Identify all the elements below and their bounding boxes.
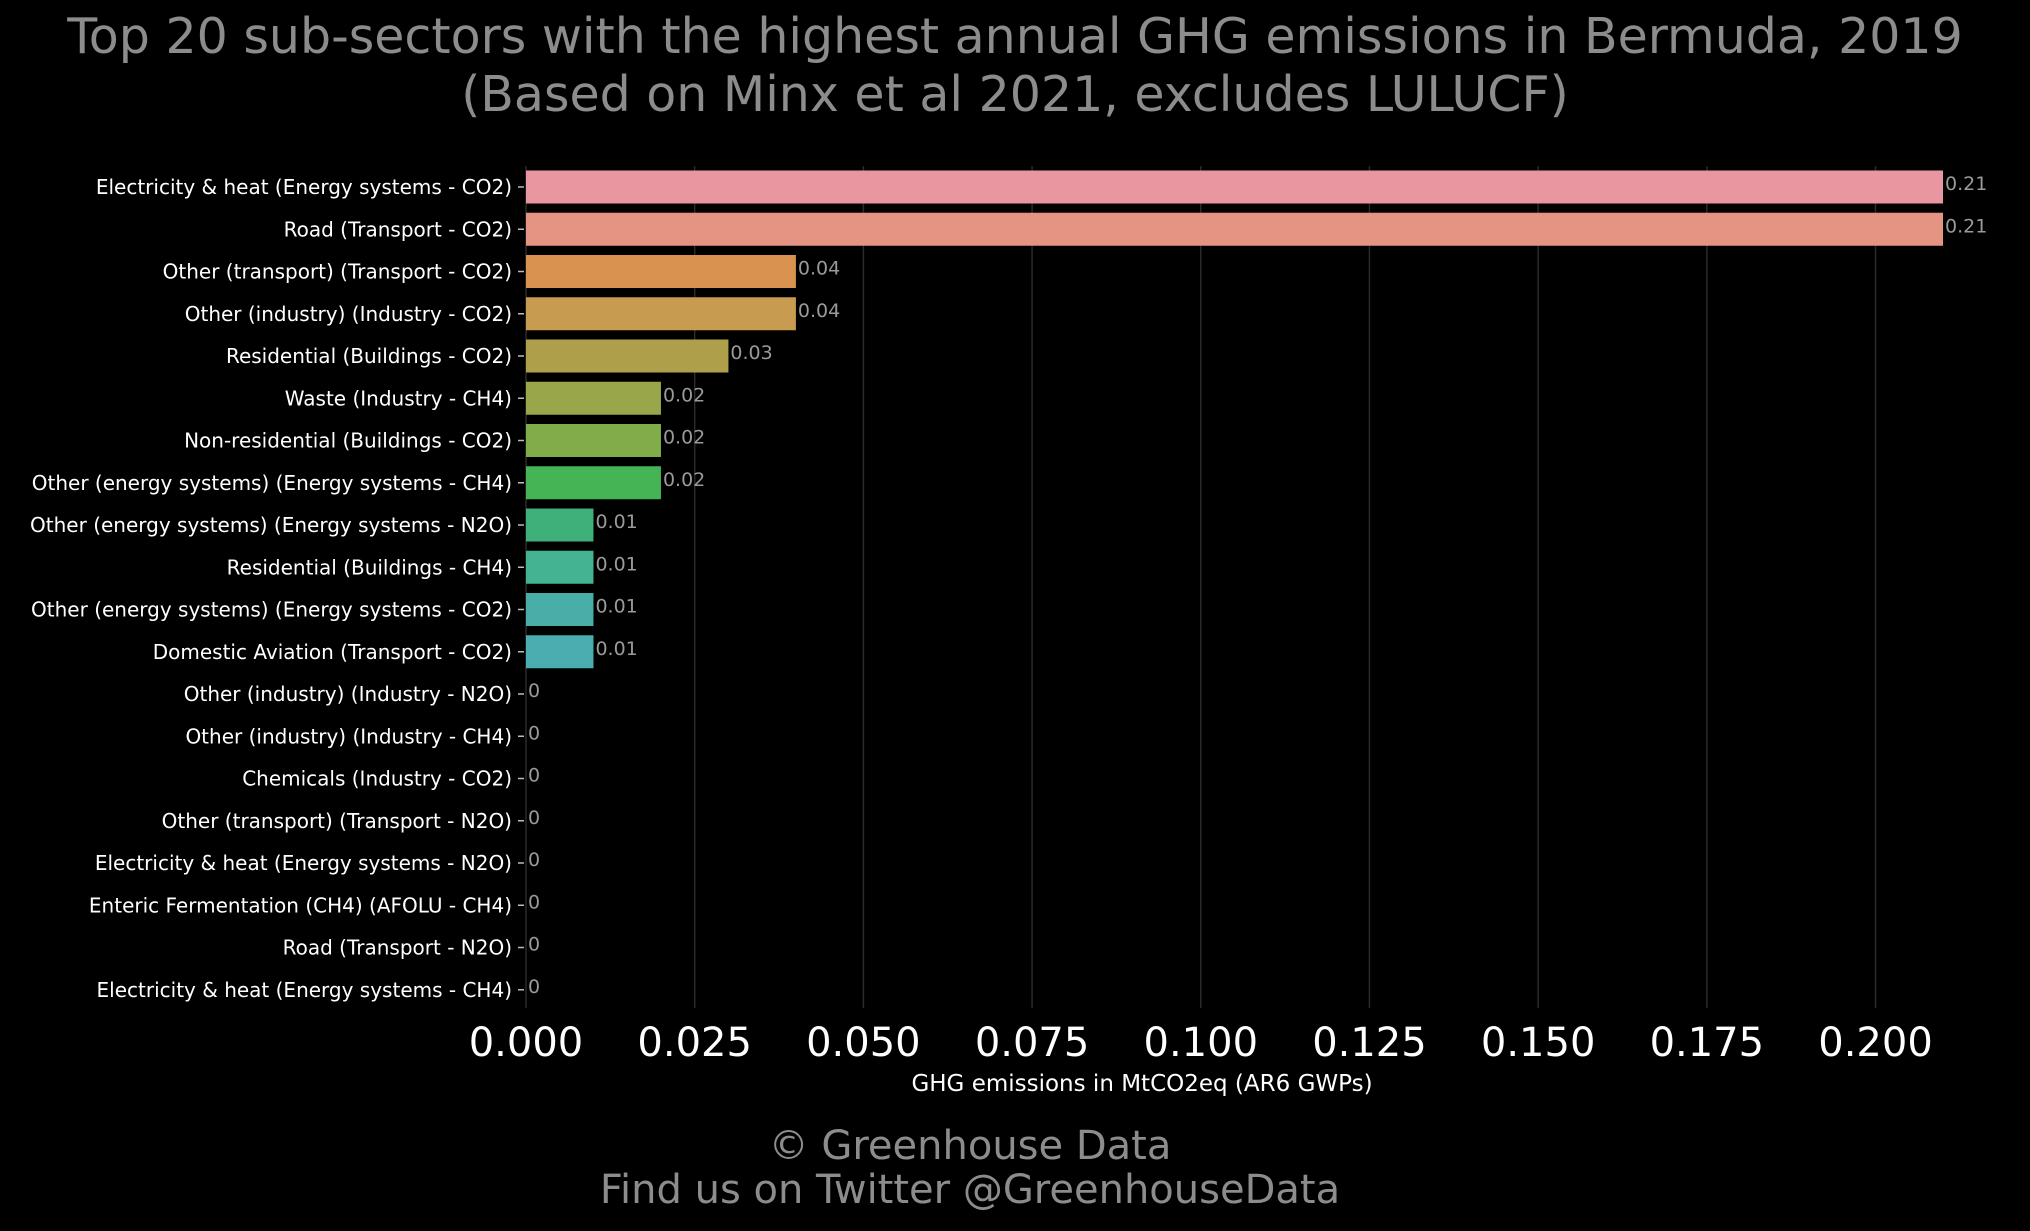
category-label: Electricity & heat (Energy systems - CO2… [96, 175, 512, 199]
data-label: 0.04 [798, 258, 840, 280]
x-tick-label: 0.050 [806, 1020, 921, 1066]
category-label: Waste (Industry - CH4) [285, 386, 512, 410]
chart-title-line-1: Top 20 sub-sectors with the highest annu… [67, 8, 1963, 65]
chart-title: Top 20 sub-sectors with the highest annu… [0, 8, 2030, 124]
footer-twitter: Find us on Twitter @GreenhouseData [599, 1167, 1341, 1213]
data-label: 0.01 [595, 553, 637, 575]
bar [526, 170, 1943, 204]
x-tick-label: 0.000 [469, 1020, 584, 1066]
category-label: Other (industry) (Industry - N2O) [184, 682, 512, 706]
x-tick-label: 0.150 [1481, 1020, 1596, 1066]
bar [526, 593, 594, 626]
category-label: Residential (Buildings - CH4) [227, 555, 512, 579]
data-label: 0 [528, 934, 540, 956]
bar [526, 381, 661, 415]
data-label: 0.21 [1945, 215, 1987, 237]
category-label: Other (energy systems) (Energy systems -… [30, 513, 512, 537]
footer: © Greenhouse Data Find us on Twitter @Gr… [520, 1124, 1420, 1212]
x-tick-label: 0.075 [975, 1020, 1090, 1066]
chart-title-line-2: (Based on Minx et al 2021, excludes LULU… [461, 66, 1569, 123]
category-label: Other (energy systems) (Energy systems -… [32, 471, 512, 495]
category-label: Enteric Fermentation (CH4) (AFOLU - CH4) [89, 893, 512, 917]
x-tick-label: 0.100 [1144, 1020, 1259, 1066]
x-tick-label: 0.025 [637, 1020, 752, 1066]
data-label: 0.02 [663, 427, 705, 449]
data-label: 0.01 [595, 511, 637, 533]
category-label: Other (energy systems) (Energy systems -… [31, 598, 512, 622]
bar [526, 424, 661, 457]
bar [526, 550, 594, 584]
data-label: 0.01 [595, 596, 637, 618]
data-label: 0 [528, 807, 540, 829]
category-labels: Electricity & heat (Energy systems - CO2… [30, 175, 512, 1002]
category-label: Other (industry) (Industry - CO2) [185, 302, 512, 326]
data-label: 0 [528, 722, 540, 744]
data-label: 0.03 [730, 342, 772, 364]
x-axis-ticks: 0.000 0.025 0.050 0.075 0.100 0.125 0.150 0.175… [469, 1020, 1933, 1066]
grid-lines [518, 166, 1877, 1008]
category-label: Electricity & heat (Energy systems - CH4… [97, 978, 512, 1002]
bar [526, 635, 594, 669]
category-label: Road (Transport - N2O) [283, 936, 512, 960]
data-label: 0 [528, 891, 540, 913]
x-tick-label: 0.125 [1312, 1020, 1427, 1066]
category-label: Other (industry) (Industry - CH4) [185, 724, 512, 748]
data-label: 0.21 [1945, 173, 1987, 195]
bar [526, 297, 796, 331]
data-label: 0 [528, 680, 540, 702]
data-label: 0.01 [595, 638, 637, 660]
category-label: Other (transport) (Transport - N2O) [162, 809, 512, 833]
footer-copyright: © Greenhouse Data [768, 1123, 1172, 1169]
category-label: Domestic Aviation (Transport - CO2) [153, 640, 512, 664]
data-label: 0 [528, 976, 540, 998]
category-label: Chemicals (Industry - CO2) [242, 767, 512, 791]
data-label: 0.02 [663, 384, 705, 406]
data-label: 0.04 [798, 300, 840, 322]
bar [526, 255, 796, 288]
data-label: 0.02 [663, 469, 705, 491]
category-label: Other (transport) (Transport - CO2) [163, 260, 512, 284]
x-tick-label: 0.175 [1650, 1020, 1765, 1066]
data-label: 0 [528, 765, 540, 787]
bar [526, 212, 1943, 246]
bar [526, 339, 729, 373]
category-label: Non-residential (Buildings - CO2) [184, 429, 512, 453]
x-axis-label: GHG emissions in MtCO2eq (AR6 GWPs) [911, 1071, 1372, 1097]
category-label: Road (Transport - CO2) [284, 217, 512, 241]
data-label: 0 [528, 849, 540, 871]
category-label: Electricity & heat (Energy systems - N2O… [95, 851, 512, 875]
category-label: Residential (Buildings - CO2) [226, 344, 512, 368]
data-labels: 0.21 0.21 0.04 0.04 0.03 0.02 0.02 0.02 0.01 0.01… [528, 173, 1987, 998]
bar [526, 508, 594, 542]
bars [526, 170, 1943, 669]
x-tick-label: 0.200 [1818, 1020, 1933, 1066]
bar [526, 466, 661, 500]
